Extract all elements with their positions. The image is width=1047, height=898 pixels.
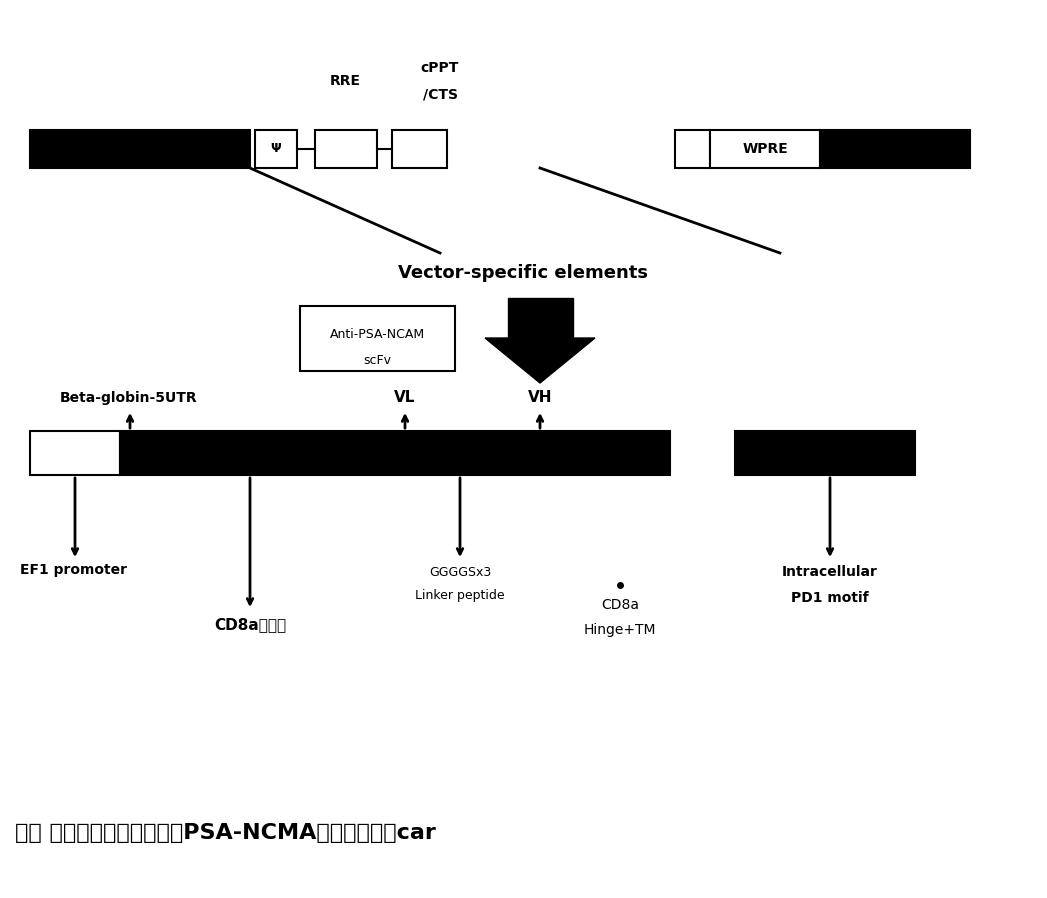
Polygon shape [485,338,595,383]
Text: Intracellular: Intracellular [782,565,878,579]
Text: CD8a: CD8a [601,598,639,612]
Polygon shape [508,298,573,338]
Bar [675,130,710,168]
Bar [255,130,297,168]
Text: Linker peptide: Linker peptide [416,588,505,602]
Bar [820,130,970,168]
Text: WPRE: WPRE [742,142,788,156]
Text: Beta-globin-5UTR: Beta-globin-5UTR [60,391,198,405]
Bar [120,431,670,475]
Bar [300,305,455,371]
Text: VH: VH [528,391,552,406]
Bar [735,431,915,475]
Text: scFv: scFv [363,354,392,366]
Text: 图： 靶向神经细胞表面抗原PSA-NCMA蛋白的抑制性car: 图： 靶向神经细胞表面抗原PSA-NCMA蛋白的抑制性car [15,823,436,843]
Text: Anti-PSA-NCAM: Anti-PSA-NCAM [330,328,425,340]
Bar [30,431,120,475]
Bar [392,130,447,168]
Text: Vector-specific elements: Vector-specific elements [399,264,648,282]
Text: RRE: RRE [330,74,360,88]
Text: Hinge+TM: Hinge+TM [584,623,656,637]
Text: GGGGSx3: GGGGSx3 [429,566,491,578]
Text: EF1 promoter: EF1 promoter [20,563,127,577]
Text: cPPT: cPPT [421,61,460,75]
Text: VL: VL [395,391,416,406]
Text: PD1 motif: PD1 motif [792,591,869,605]
Bar [710,130,820,168]
Text: /CTS: /CTS [423,88,458,102]
Text: CD8a信号肽: CD8a信号肽 [214,618,286,632]
Bar [315,130,377,168]
Bar [30,130,250,168]
Text: Ψ: Ψ [271,143,282,155]
